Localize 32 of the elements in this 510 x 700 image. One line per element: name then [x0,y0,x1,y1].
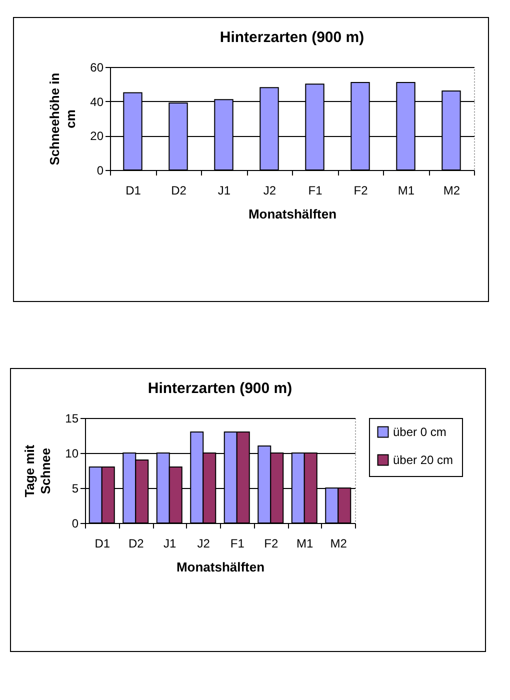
x-axis-title: Monatshälften [176,560,265,574]
y-tick-label: 20 [90,129,104,144]
x-axis-title: Monatshälften [248,206,337,222]
x-tick-label: M2 [443,184,460,198]
chart-title: Hinterzarten (900 m) [220,29,364,46]
y-tick-label: 60 [90,60,104,74]
x-tick-label: M2 [330,536,348,550]
x-tick-label: F1 [230,536,245,550]
x-tick-label: D2 [171,184,187,198]
y-tick-label: 0 [96,164,104,178]
x-tick-label: F1 [308,184,323,198]
x-tick-label: M1 [398,184,415,198]
x-tick-label: F2 [264,536,278,550]
x-tick-label: F2 [354,184,368,198]
x-tick-label: D1 [94,536,110,550]
y-tick-label: 10 [65,446,79,460]
x-tick-label: J1 [164,536,177,550]
legend-label: über 20 cm [393,453,454,467]
x-tick-label: J2 [197,536,210,550]
y-tick-label: 40 [90,94,104,109]
x-tick-label: J2 [263,184,276,198]
legend-label: über 0 cm [393,425,446,439]
x-tick-label: D1 [126,184,142,198]
y-axis-title: Schneehöhe in cm [47,72,78,166]
y-tick-label: 15 [65,412,79,426]
y-tick-label: 0 [72,516,79,530]
chart-title: Hinterzarten (900 m) [148,380,292,397]
x-tick-label: M1 [296,536,314,550]
x-tick-label: D2 [128,536,144,550]
y-axis-title: Tage mit Schnee [22,444,54,498]
x-tick-label: J1 [218,184,231,198]
y-tick-label: 5 [72,482,79,496]
